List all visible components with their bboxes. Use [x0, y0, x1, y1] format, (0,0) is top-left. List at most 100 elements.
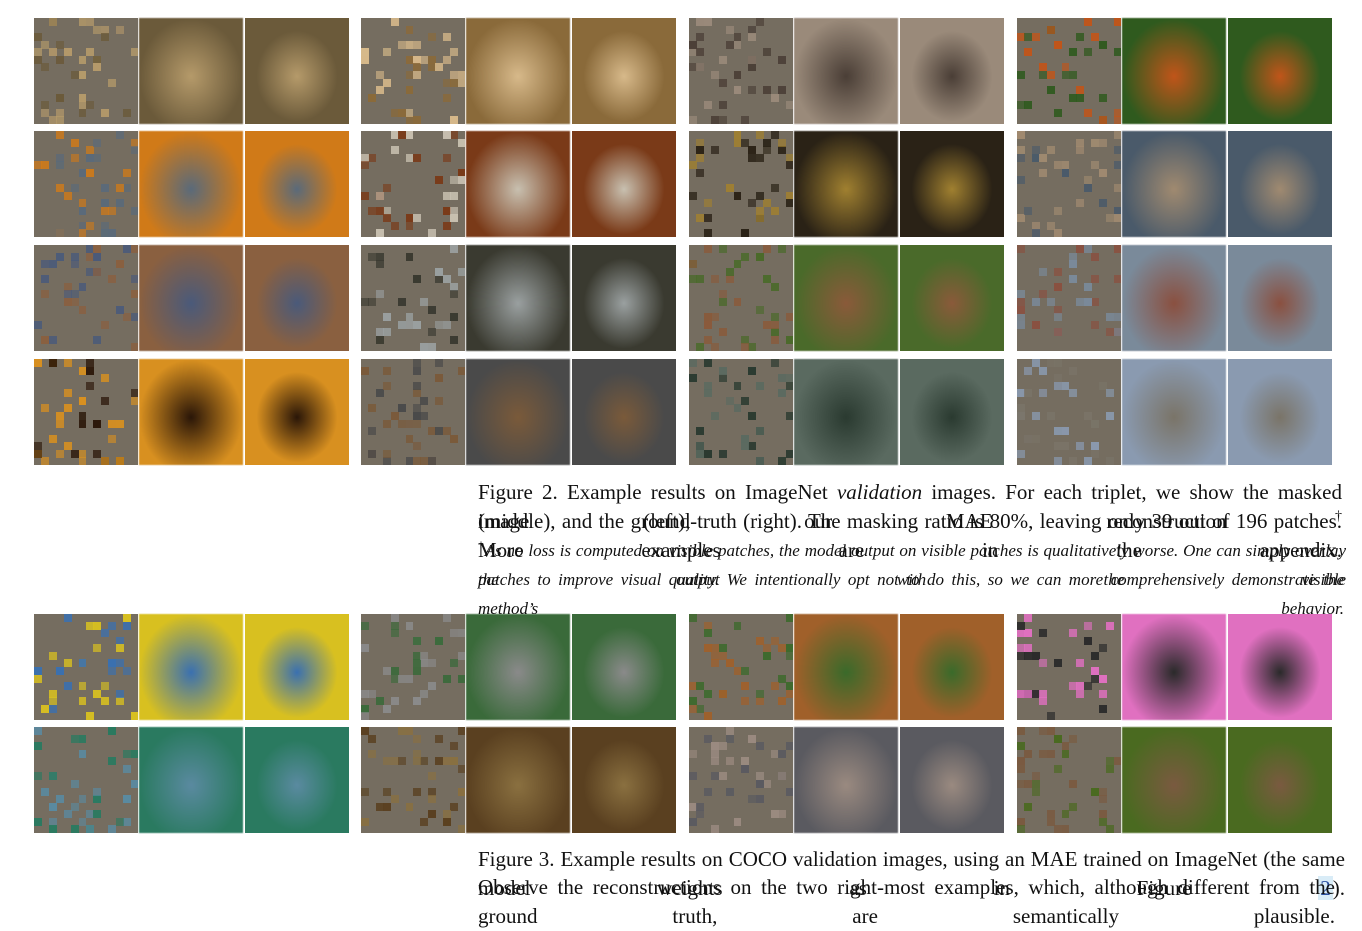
- visible-patch: [1039, 749, 1048, 758]
- reconstruction-image: [794, 614, 898, 720]
- visible-patch: [41, 704, 50, 713]
- visible-patch: [1076, 245, 1085, 254]
- visible-patch: [413, 404, 421, 413]
- masked-image: [361, 614, 465, 720]
- visible-patch: [115, 419, 124, 428]
- visible-patch: [405, 674, 414, 683]
- visible-patch: [1076, 682, 1085, 691]
- reconstruction-image: [139, 727, 243, 833]
- visible-patch: [1076, 146, 1085, 155]
- visible-patch: [741, 764, 749, 773]
- visible-patch: [755, 153, 764, 162]
- visible-patch: [390, 221, 399, 230]
- visible-patch: [1098, 199, 1107, 208]
- visible-patch: [1069, 252, 1077, 261]
- visible-patch: [689, 682, 697, 691]
- visible-patch: [770, 282, 779, 291]
- visible-patch: [1017, 176, 1025, 185]
- visible-patch: [71, 138, 80, 147]
- visible-patch: [427, 810, 436, 819]
- visible-patch: [1024, 101, 1033, 110]
- visible-patch: [755, 636, 764, 645]
- visible-patch: [1098, 644, 1107, 653]
- visible-patch: [413, 757, 421, 766]
- visible-patch: [405, 40, 414, 49]
- ground-truth-image: [572, 727, 676, 833]
- visible-patch: [1083, 636, 1092, 645]
- visible-patch: [1083, 682, 1092, 691]
- visible-patch: [1054, 108, 1063, 117]
- visible-patch: [741, 682, 749, 691]
- ground-truth-image: [900, 359, 1004, 465]
- visible-patch: [748, 199, 757, 208]
- visible-patch: [427, 682, 436, 691]
- visible-patch: [763, 199, 772, 208]
- visible-patch: [1046, 298, 1055, 307]
- visible-patch: [115, 697, 124, 706]
- visible-patch: [390, 795, 399, 804]
- visible-patch: [689, 772, 697, 781]
- visible-patch: [361, 704, 369, 713]
- visible-patch: [41, 63, 50, 72]
- visible-patch: [718, 290, 727, 299]
- visible-patch: [115, 25, 124, 34]
- visible-patch: [375, 389, 384, 398]
- visible-patch: [1098, 168, 1107, 177]
- visible-patch: [405, 252, 414, 261]
- visible-patch: [741, 442, 749, 451]
- visible-patch: [115, 131, 124, 140]
- visible-patch: [93, 153, 102, 162]
- visible-patch: [755, 252, 764, 261]
- visible-patch: [711, 146, 720, 155]
- visible-patch: [733, 191, 742, 200]
- visible-patch: [413, 153, 421, 162]
- visible-patch: [1046, 810, 1055, 819]
- visible-patch: [703, 712, 712, 720]
- visible-patch: [56, 40, 65, 49]
- visible-patch: [413, 359, 421, 368]
- visible-patch: [1024, 614, 1033, 623]
- masked-image: [689, 614, 793, 720]
- visible-patch: [696, 275, 705, 284]
- caption-dagger: †: [1226, 509, 1342, 524]
- footnote-line: patches to improve visual quality. We in…: [478, 565, 1344, 623]
- visible-patch: [383, 704, 392, 713]
- visible-patch: [71, 449, 80, 458]
- visible-patch: [130, 749, 138, 758]
- visible-patch: [390, 757, 399, 766]
- visible-patch: [48, 825, 57, 833]
- visible-patch: [1083, 457, 1092, 465]
- visible-patch: [1083, 245, 1092, 254]
- visible-patch: [368, 427, 377, 436]
- visible-patch: [115, 184, 124, 193]
- visible-patch: [78, 221, 87, 230]
- visible-patch: [1091, 787, 1100, 796]
- visible-patch: [78, 305, 87, 314]
- visible-patch: [1061, 810, 1070, 819]
- visible-patch: [703, 245, 712, 254]
- visible-patch: [130, 712, 138, 720]
- visible-patch: [86, 146, 94, 155]
- visible-patch: [755, 131, 764, 140]
- visible-patch: [1054, 825, 1063, 833]
- visible-patch: [450, 629, 459, 638]
- figure-reference[interactable]: 2: [1318, 876, 1333, 900]
- masked-image: [1017, 727, 1121, 833]
- visible-patch: [413, 381, 421, 390]
- visible-patch: [1106, 764, 1115, 773]
- visible-patch: [427, 772, 436, 781]
- masked-image: [34, 131, 138, 237]
- caption-text: Example results on COCO validation image…: [478, 847, 1345, 900]
- visible-patch: [711, 116, 720, 124]
- visible-patch: [56, 161, 65, 170]
- visible-patch: [368, 734, 377, 743]
- visible-patch: [100, 629, 109, 638]
- visible-patch: [1031, 33, 1040, 42]
- visible-patch: [56, 667, 65, 676]
- visible-patch: [123, 168, 132, 177]
- visible-patch: [63, 659, 72, 668]
- visible-patch: [741, 667, 749, 676]
- visible-patch: [696, 146, 705, 155]
- visible-patch: [1031, 434, 1040, 443]
- visible-patch: [1113, 275, 1121, 284]
